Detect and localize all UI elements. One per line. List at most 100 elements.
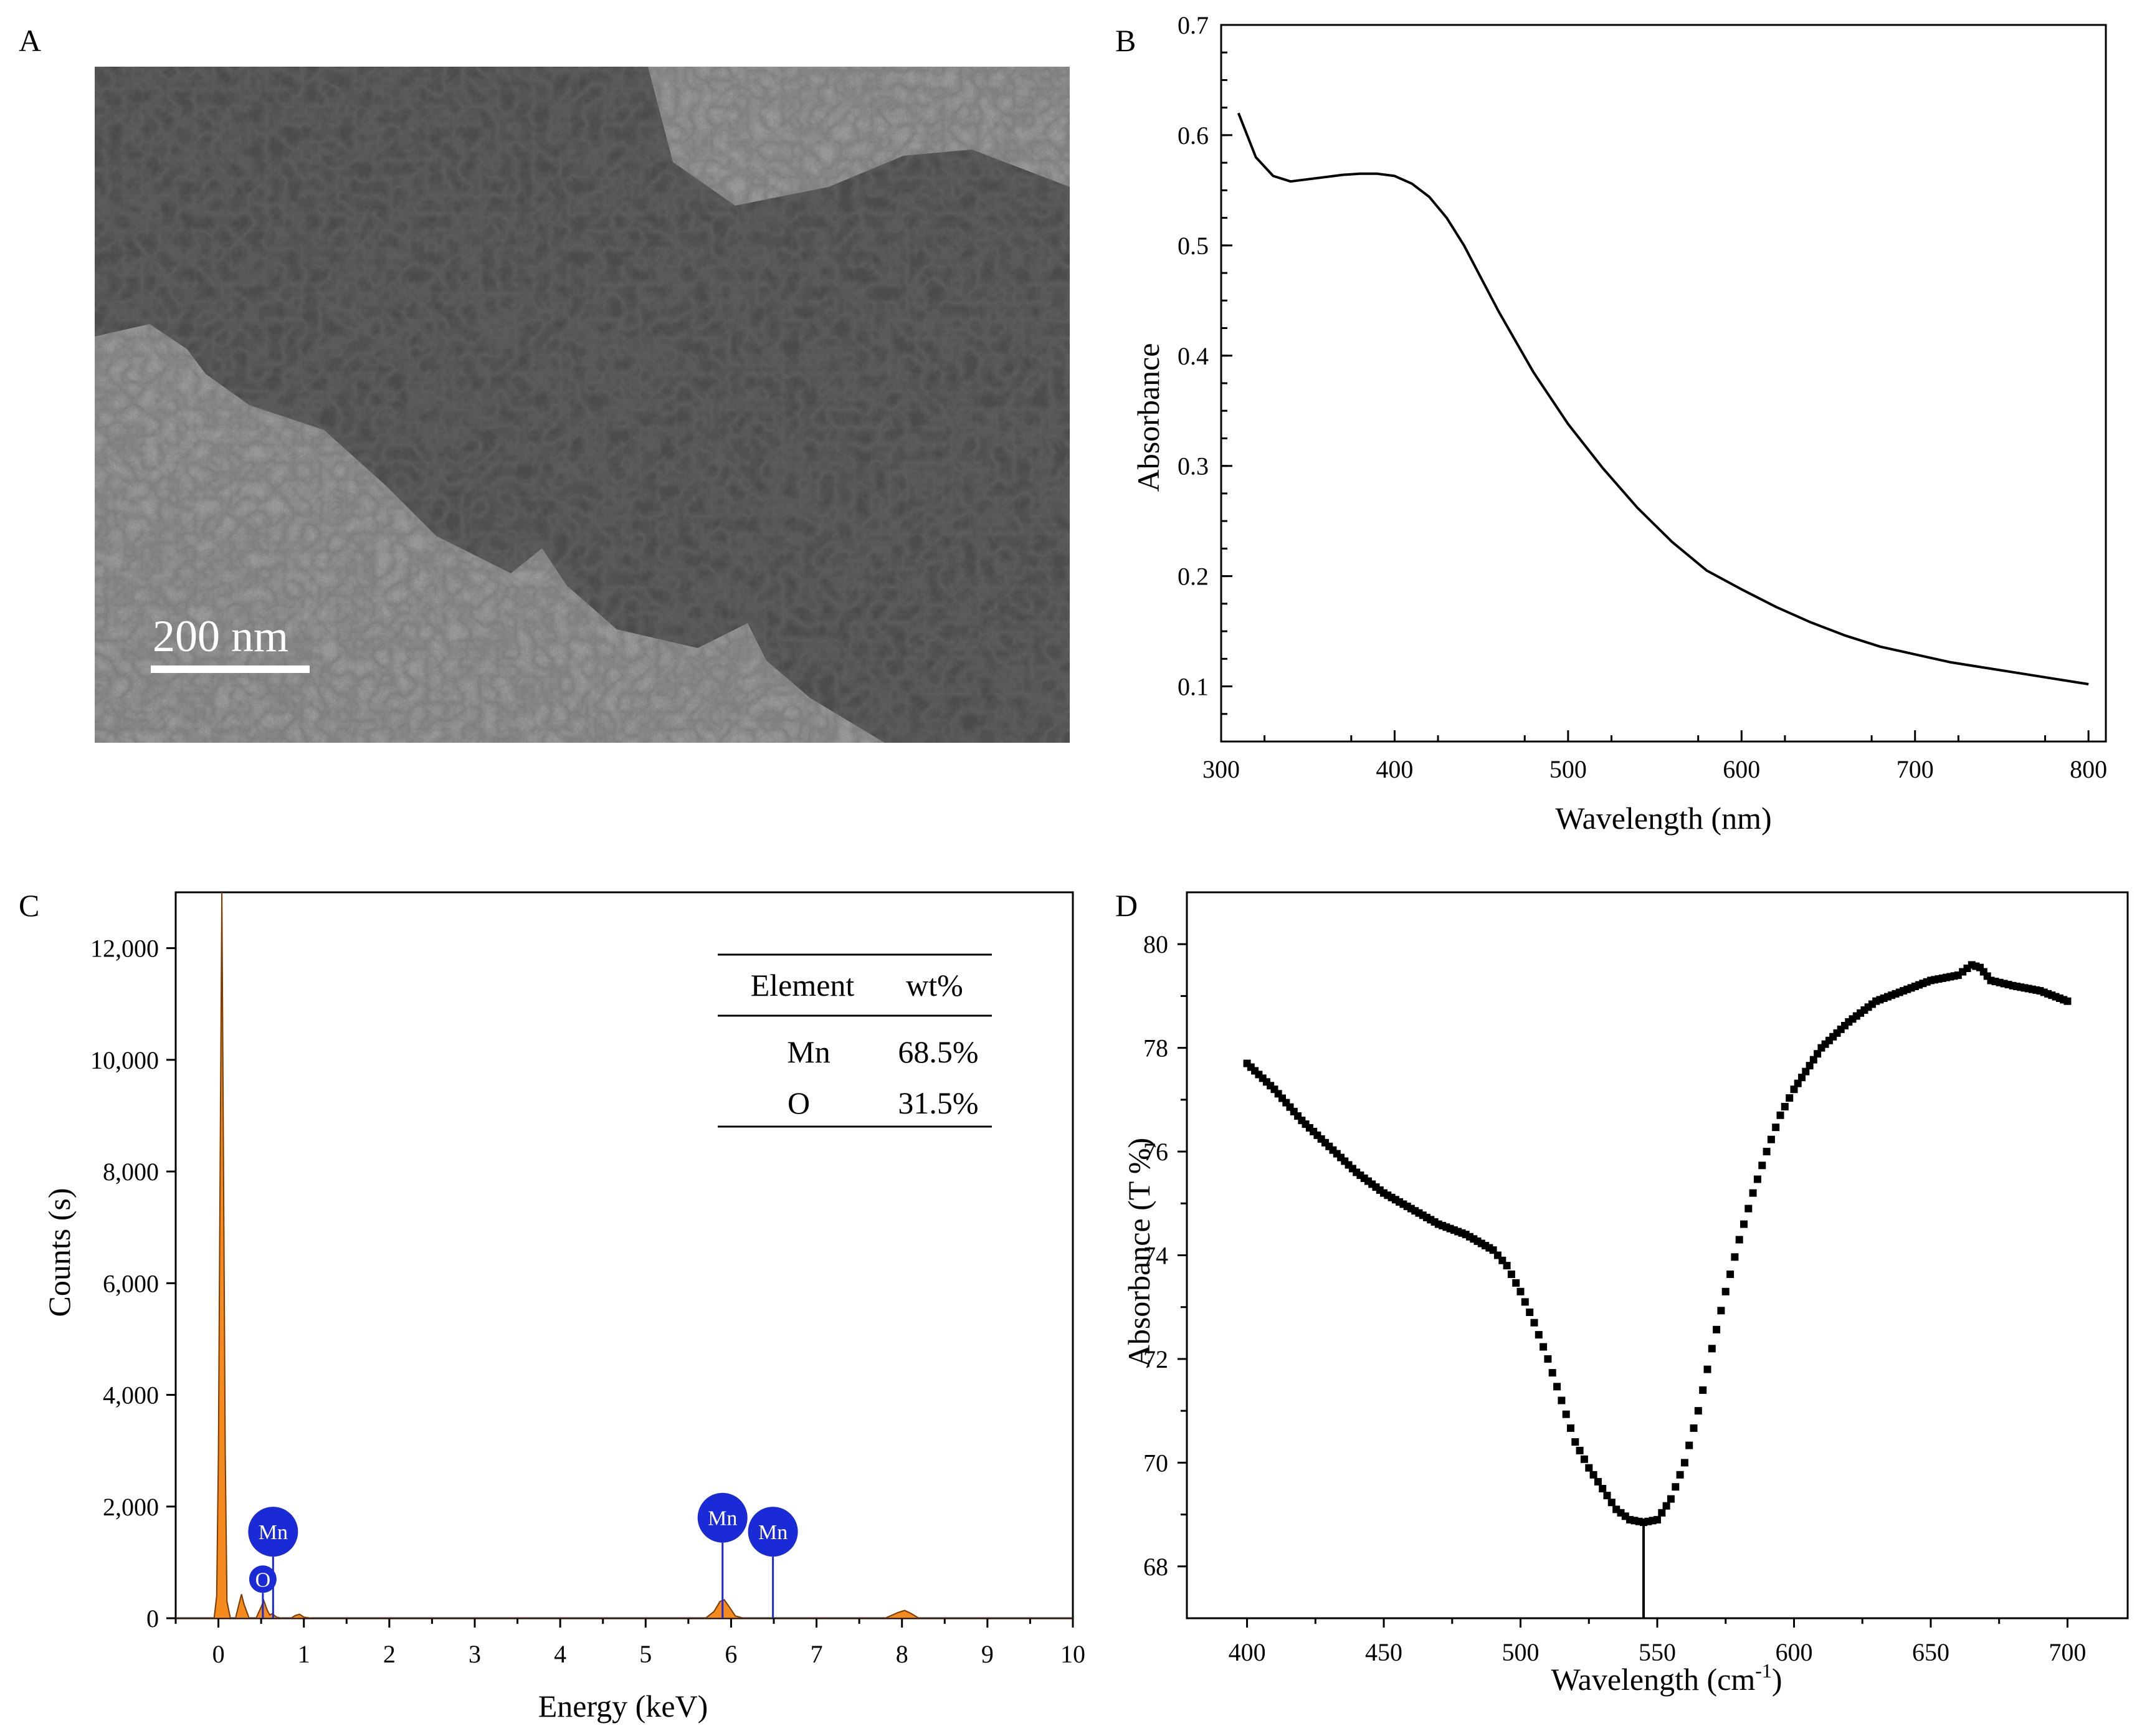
data-point (1667, 1495, 1675, 1503)
peak-marker-label: Mn (758, 1521, 788, 1544)
data-point (1758, 1161, 1766, 1170)
data-point (1567, 1424, 1574, 1432)
x-tick-label: 8 (896, 1640, 908, 1668)
chart-d-xlabel-main: Wavelength (cm (1551, 1662, 1755, 1697)
data-point (1599, 1485, 1607, 1492)
x-tick-label: 800 (2070, 755, 2107, 783)
y-tick-label: 74 (1143, 1242, 1168, 1270)
table-header-wt: wt% (906, 968, 963, 1003)
panel-d: D 400 450 500 550 600 650 700 68 70 72 74 76 78 80 Wa… (1115, 888, 2129, 1697)
y-tick-label: 0.4 (1178, 342, 1209, 370)
table-header-element: Element (751, 968, 855, 1003)
peak-marker-badge (249, 1565, 277, 1593)
x-tick-label: 1 (298, 1640, 310, 1668)
panel-b: B 300 400 500 600 700 800 0.1 0.2 0.3 0.4 0.5 0.6 0.… (1115, 11, 2107, 836)
chart-d-series (1243, 961, 2072, 1618)
peak-marker-badge (697, 1492, 748, 1543)
x-tick-label: 7 (811, 1640, 823, 1668)
data-point (1544, 1355, 1552, 1363)
x-tick-label: 400 (1376, 755, 1413, 783)
x-tick-label: 500 (1549, 755, 1587, 783)
element-table: Element wt% Mn 68.5% O 31.5% (718, 953, 992, 1128)
data-point (1708, 1345, 1716, 1353)
chart-d-ticks: 400 450 500 550 600 650 700 68 70 72 74 76 78 80 (1143, 930, 2086, 1666)
data-point (1814, 1050, 1822, 1058)
data-point (1594, 1477, 1602, 1486)
data-point (1580, 1455, 1588, 1463)
y-tick-label: 0.3 (1178, 452, 1209, 480)
panel-c-letter: C (19, 888, 39, 923)
x-tick-label: 9 (981, 1640, 994, 1668)
data-point (1703, 1365, 1711, 1373)
data-point (1735, 1236, 1743, 1244)
y-tick-label: 2,000 (103, 1493, 159, 1521)
y-tick-label: 0.6 (1178, 122, 1209, 150)
chart-c-series (176, 892, 1073, 1618)
x-tick-label: 6 (725, 1640, 737, 1668)
data-point (1809, 1056, 1817, 1064)
x-tick-label: 450 (1365, 1638, 1402, 1666)
y-tick-label: 12,000 (90, 935, 159, 963)
table-cell-element: Mn (787, 1034, 830, 1069)
x-tick-label: 2 (383, 1640, 396, 1668)
data-point (1794, 1079, 1802, 1087)
data-point (1699, 1386, 1707, 1394)
table-cell-wt: 68.5% (898, 1034, 978, 1069)
chart-b-frame (1220, 24, 2107, 743)
data-point (1744, 1204, 1753, 1213)
chart-d-xlabel: Wavelength (cm-1) (1551, 1659, 1782, 1697)
data-point (1786, 1094, 1794, 1102)
chart-d-ylabel: Absorbance (T %) (1121, 1138, 1156, 1367)
data-point (1802, 1067, 1810, 1075)
x-tick-label: 600 (1775, 1638, 1812, 1666)
panel-a-letter: A (19, 23, 41, 58)
x-tick-label: 4 (554, 1640, 566, 1668)
panel-c: C O Mn Mn Mn 0 1 2 3 4 5 6 7 8 9 10 0 2,000 4,000 6,000 8,… (19, 888, 1085, 1724)
data-point (1530, 1319, 1538, 1327)
eds-spectrum-area (176, 892, 1073, 1618)
x-tick-label: 300 (1202, 755, 1240, 783)
data-point (1526, 1309, 1534, 1316)
y-tick-label: 76 (1143, 1138, 1168, 1166)
y-tick-label: 80 (1143, 930, 1168, 958)
data-point (1521, 1298, 1529, 1306)
x-tick-label: 550 (1639, 1638, 1676, 1666)
table-cell-wt: 31.5% (898, 1085, 978, 1120)
y-tick-label: 0.7 (1178, 11, 1209, 39)
data-point (2063, 997, 2072, 1005)
data-point (1662, 1502, 1670, 1510)
data-point (1685, 1441, 1693, 1449)
data-point (1562, 1410, 1570, 1418)
data-point (1585, 1464, 1593, 1472)
peak-marker-label: Mn (259, 1521, 288, 1544)
data-point (1654, 1515, 1661, 1524)
data-point (1680, 1459, 1688, 1467)
table-cell-element: O (788, 1085, 810, 1120)
x-tick-label: 10 (1060, 1640, 1085, 1668)
y-tick-label: 78 (1143, 1034, 1168, 1062)
tem-particle-cluster-light (95, 67, 1070, 743)
peak-marker-badge (748, 1507, 798, 1557)
y-tick-label: 72 (1143, 1345, 1168, 1373)
data-point (1721, 1287, 1730, 1295)
data-point (1589, 1471, 1597, 1479)
chart-c-markers: O Mn Mn Mn (248, 1492, 798, 1618)
data-point (1540, 1343, 1548, 1351)
x-tick-label: 5 (639, 1640, 652, 1668)
data-point (1558, 1396, 1566, 1405)
peak-marker-badge (248, 1507, 298, 1557)
data-point (1571, 1438, 1579, 1446)
y-tick-label: 0.1 (1178, 673, 1209, 701)
data-point (1553, 1383, 1561, 1391)
data-point (1694, 1407, 1702, 1415)
y-tick-label: 8,000 (103, 1158, 159, 1186)
data-point (1717, 1307, 1725, 1315)
chart-d-xlabel-end: ) (1772, 1662, 1782, 1697)
chart-b-xlabel: Wavelength (nm) (1555, 801, 1771, 836)
data-point (1798, 1074, 1806, 1082)
x-tick-label: 0 (212, 1640, 225, 1668)
data-point (1781, 1103, 1789, 1110)
data-point (1690, 1424, 1698, 1432)
chart-b-ticks: 300 400 500 600 700 800 0.1 0.2 0.3 0.4 0.5 0.6 0.7 (1178, 11, 2107, 783)
